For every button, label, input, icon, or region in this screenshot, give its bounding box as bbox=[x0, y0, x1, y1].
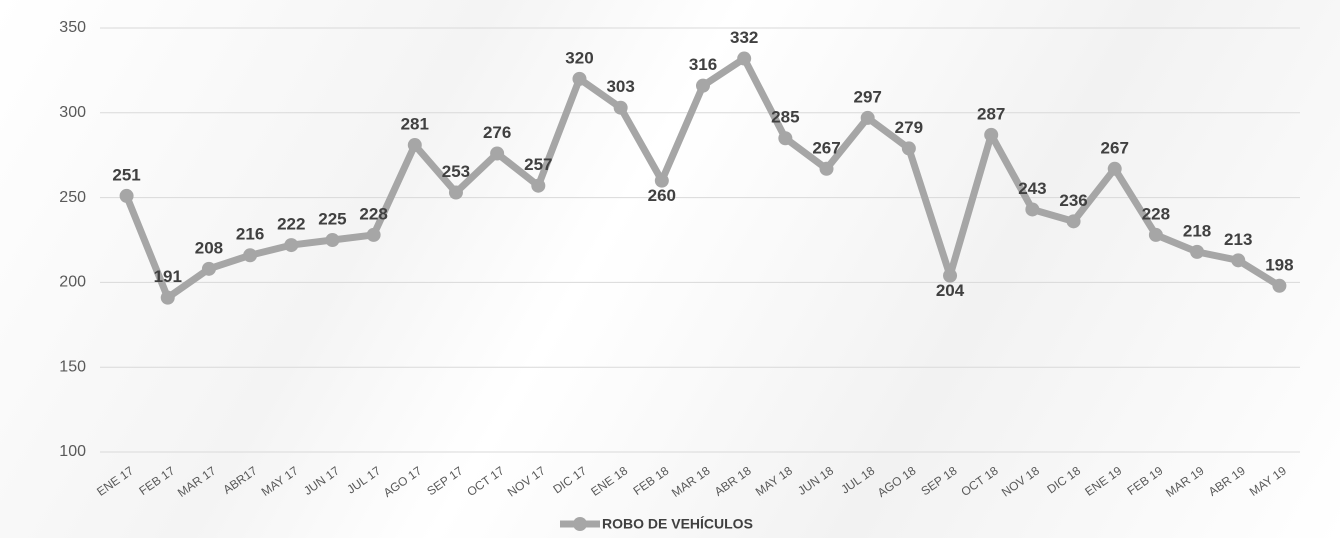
y-tick-label: 350 bbox=[59, 19, 86, 36]
x-tick-label: JUL 18 bbox=[838, 463, 877, 496]
point bbox=[201, 261, 216, 276]
data-label: 287 bbox=[977, 104, 1005, 123]
point bbox=[1190, 244, 1205, 259]
data-label: 332 bbox=[730, 28, 758, 47]
x-tick-label: AGO 17 bbox=[381, 463, 425, 500]
x-tick-label: DIC 17 bbox=[550, 463, 589, 496]
x-tick-label: ENE 17 bbox=[94, 463, 136, 498]
x-tick-label: NOV 18 bbox=[999, 463, 1042, 499]
point bbox=[531, 178, 546, 193]
data-label: 260 bbox=[648, 186, 676, 205]
x-tick-label: SEP 17 bbox=[424, 463, 465, 498]
x-tick-label: ABR 19 bbox=[1206, 463, 1248, 498]
x-tick-label: FEB 17 bbox=[136, 463, 177, 498]
x-tick-label: ENE 18 bbox=[588, 463, 630, 498]
x-tick-label: FEB 19 bbox=[1125, 463, 1166, 498]
data-label: 303 bbox=[606, 77, 634, 96]
x-tick-label: SEP 18 bbox=[918, 463, 959, 498]
data-label: 191 bbox=[154, 267, 182, 286]
point bbox=[613, 100, 628, 115]
data-label: 253 bbox=[442, 162, 470, 181]
point bbox=[819, 161, 834, 176]
data-label: 198 bbox=[1265, 255, 1293, 274]
point bbox=[1025, 202, 1040, 217]
x-tick-label: MAY 18 bbox=[753, 463, 795, 499]
legend-marker bbox=[573, 517, 587, 531]
x-tick-label: OCT 18 bbox=[958, 463, 1001, 499]
point bbox=[448, 185, 463, 200]
data-label: 243 bbox=[1018, 179, 1046, 198]
data-label: 276 bbox=[483, 123, 511, 142]
point bbox=[943, 268, 958, 283]
x-tick-label: JUN 17 bbox=[301, 463, 342, 498]
x-tick-label: MAR 17 bbox=[175, 463, 219, 500]
data-label: 279 bbox=[895, 118, 923, 137]
point bbox=[1272, 278, 1287, 293]
data-label: 213 bbox=[1224, 230, 1252, 249]
point bbox=[1107, 161, 1122, 176]
data-label: 222 bbox=[277, 215, 305, 234]
point bbox=[654, 173, 669, 188]
data-label: 204 bbox=[936, 281, 965, 300]
data-label: 297 bbox=[854, 87, 882, 106]
x-tick-label: ABR 18 bbox=[712, 463, 754, 498]
data-label: 225 bbox=[318, 209, 346, 228]
data-label: 251 bbox=[112, 165, 140, 184]
point bbox=[325, 233, 340, 247]
point bbox=[860, 110, 875, 125]
y-tick-label: 100 bbox=[59, 443, 86, 460]
point bbox=[284, 238, 299, 253]
data-label: 316 bbox=[689, 55, 717, 74]
point bbox=[901, 141, 916, 156]
point bbox=[407, 138, 422, 153]
x-tick-label: AGO 18 bbox=[875, 463, 919, 500]
data-label: 320 bbox=[565, 48, 593, 67]
y-tick-label: 200 bbox=[59, 274, 86, 291]
x-tick-label: JUL 17 bbox=[344, 463, 383, 496]
data-label: 267 bbox=[812, 138, 840, 157]
x-tick-label: JUN 18 bbox=[795, 463, 836, 498]
x-tick-label: MAR 19 bbox=[1163, 463, 1207, 500]
x-tick-label: MAR 18 bbox=[669, 463, 713, 500]
point bbox=[119, 188, 134, 203]
point bbox=[160, 290, 175, 305]
data-label: 257 bbox=[524, 155, 552, 174]
data-label: 218 bbox=[1183, 221, 1211, 240]
x-tick-label: MAY 19 bbox=[1247, 463, 1289, 499]
point bbox=[572, 71, 587, 86]
point bbox=[1066, 214, 1081, 229]
legend-label: ROBO DE VEHÍCULOS bbox=[602, 516, 753, 532]
data-label: 281 bbox=[401, 115, 429, 134]
x-tick-label: ABR17 bbox=[220, 463, 259, 496]
x-tick-label: MAY 17 bbox=[259, 463, 301, 499]
point bbox=[1231, 253, 1246, 268]
point bbox=[366, 227, 381, 242]
point bbox=[490, 146, 505, 161]
point bbox=[696, 78, 710, 93]
x-tick-label: OCT 17 bbox=[464, 463, 507, 499]
point bbox=[243, 248, 258, 263]
data-label: 228 bbox=[359, 204, 387, 223]
point bbox=[778, 131, 793, 146]
x-tick-label: FEB 18 bbox=[631, 463, 672, 498]
data-label: 236 bbox=[1059, 191, 1087, 210]
point bbox=[737, 51, 752, 66]
y-tick-label: 150 bbox=[59, 358, 86, 375]
data-label: 285 bbox=[771, 108, 799, 127]
y-tick-label: 250 bbox=[59, 189, 86, 206]
x-tick-label: NOV 17 bbox=[505, 463, 548, 499]
point bbox=[984, 127, 999, 142]
series-line bbox=[123, 55, 1282, 302]
x-tick-label: DIC 18 bbox=[1044, 463, 1083, 496]
data-label: 228 bbox=[1142, 204, 1170, 223]
y-tick-label: 300 bbox=[59, 104, 86, 121]
data-label: 216 bbox=[236, 225, 264, 244]
data-label: 208 bbox=[195, 238, 223, 257]
data-label: 267 bbox=[1101, 138, 1129, 157]
point bbox=[1148, 227, 1163, 242]
x-tick-label: ENE 19 bbox=[1082, 463, 1124, 498]
